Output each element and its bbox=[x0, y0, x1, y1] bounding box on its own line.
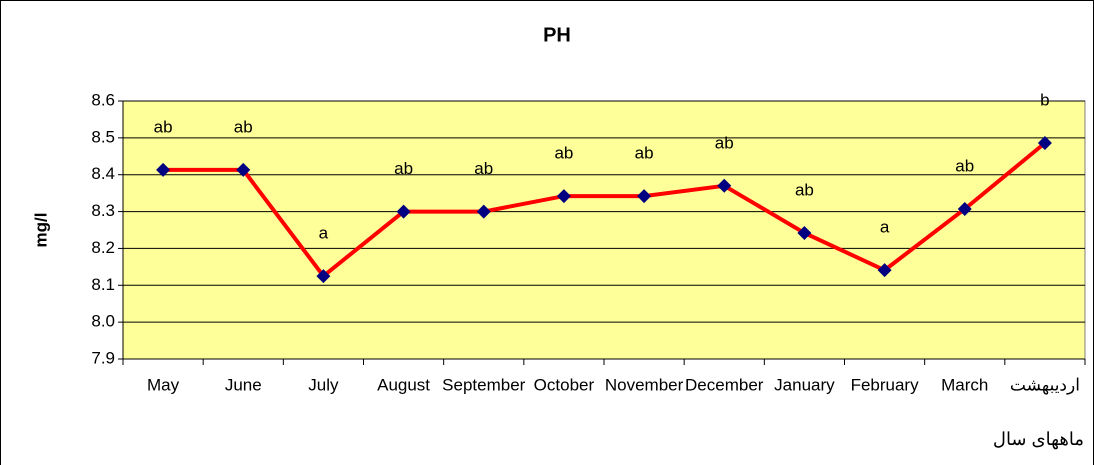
x-tick-label: March bbox=[941, 375, 988, 394]
data-point bbox=[637, 189, 652, 204]
x-tick-label: June bbox=[225, 375, 262, 394]
data-point bbox=[717, 178, 732, 193]
y-tick-label: 8.2 bbox=[91, 238, 115, 257]
data-point bbox=[957, 201, 972, 216]
y-tick-label: 8.6 bbox=[91, 90, 115, 109]
x-tick-label: October bbox=[534, 375, 595, 394]
data-point bbox=[1037, 136, 1052, 151]
data-label: ab bbox=[715, 133, 734, 152]
plot-area bbox=[122, 100, 1086, 360]
y-tick-label: 7.9 bbox=[91, 348, 115, 367]
y-axis-label: mg/l bbox=[31, 213, 50, 248]
data-label: a bbox=[319, 224, 329, 243]
data-point bbox=[396, 204, 411, 219]
data-point bbox=[877, 263, 892, 278]
x-tick-label: September bbox=[442, 375, 525, 394]
y-tick-label: 8.3 bbox=[91, 201, 115, 220]
series-line bbox=[163, 141, 1047, 279]
data-label: ab bbox=[795, 180, 814, 199]
data-point bbox=[156, 162, 171, 177]
data-label: b bbox=[1040, 91, 1049, 110]
data-label: a bbox=[880, 218, 890, 237]
data-label: ab bbox=[474, 159, 493, 178]
data-label: ab bbox=[234, 117, 253, 136]
data-point bbox=[797, 225, 812, 240]
data-label: ab bbox=[635, 144, 654, 163]
data-point bbox=[316, 269, 331, 284]
y-tick-label: 8.5 bbox=[91, 127, 115, 146]
x-tick-label: December bbox=[685, 375, 764, 394]
data-label: ab bbox=[955, 156, 974, 175]
data-label: ab bbox=[154, 117, 173, 136]
data-point bbox=[236, 162, 251, 177]
y-tick-label: 8.4 bbox=[91, 164, 115, 183]
data-label: ab bbox=[394, 159, 413, 178]
y-tick-label: 8.1 bbox=[91, 275, 115, 294]
x-tick-label: February bbox=[851, 375, 920, 394]
chart-title: PH bbox=[543, 24, 571, 46]
x-tick-label: May bbox=[147, 375, 180, 394]
x-axis-label: ماههای سال bbox=[993, 429, 1084, 450]
x-tick-label: August bbox=[377, 375, 430, 394]
data-point bbox=[476, 204, 491, 219]
x-tick-label: January bbox=[774, 375, 835, 394]
x-tick-label: November bbox=[605, 375, 684, 394]
data-label: ab bbox=[554, 144, 573, 163]
x-tick-label: اردیبهشت bbox=[1010, 375, 1080, 395]
data-point bbox=[556, 189, 571, 204]
x-tick-label: July bbox=[308, 375, 339, 394]
y-tick-label: 8.0 bbox=[91, 312, 115, 331]
